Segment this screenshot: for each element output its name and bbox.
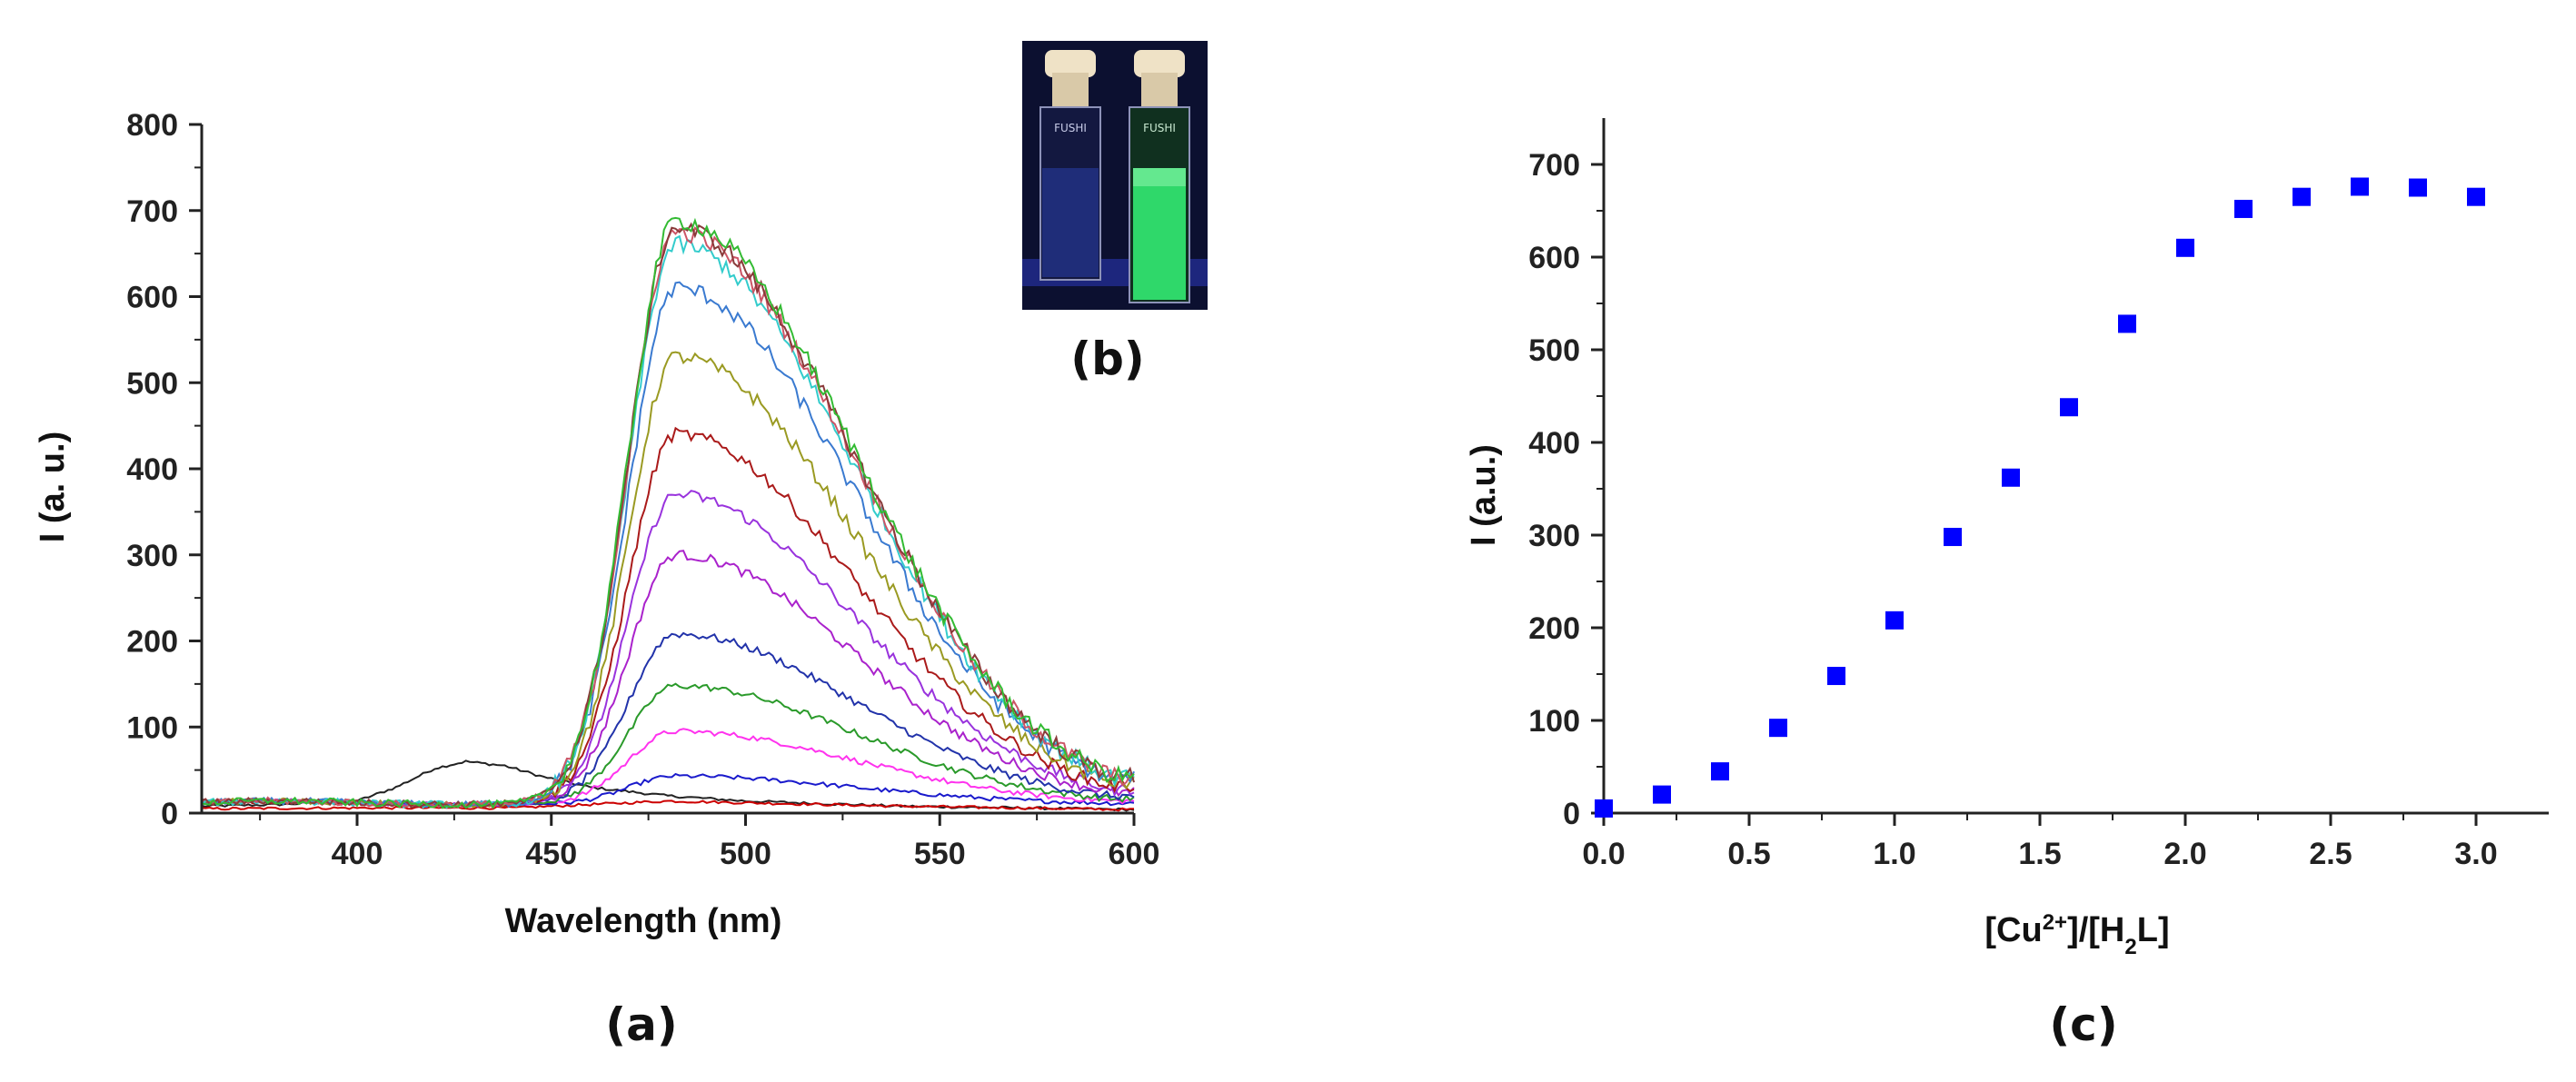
titration-point <box>2234 199 2253 218</box>
spectra-y-tick-label: 100 <box>126 710 178 745</box>
cuvette-photo: FUSHI FUSHI <box>1022 41 1208 310</box>
spectra-x-axis-title: Wavelength (nm) <box>505 902 782 940</box>
spectrum-line-12 <box>201 234 1135 809</box>
spectra-x-tick-label: 550 <box>914 837 966 871</box>
titration-point <box>2467 187 2485 206</box>
spectrum-line-13 <box>201 226 1135 809</box>
titration-x-axis-title: [Cu2+]/[H2L] <box>1984 910 2169 959</box>
spectra-axes <box>189 123 1136 826</box>
spectra-y-tick-label: 700 <box>126 194 178 229</box>
panel-label-a: (a) <box>605 998 677 1051</box>
panel-label-c: (c) <box>2049 998 2117 1051</box>
titration-x-tick-label: 0.0 <box>1582 837 1625 871</box>
spectra-x-tick-label: 500 <box>720 837 771 871</box>
spectrum-line-7 <box>201 550 1135 808</box>
titration-y-tick-label: 500 <box>1528 333 1580 368</box>
titration-point <box>1595 799 1613 818</box>
spectrum-line-10 <box>201 351 1135 809</box>
titration-y-tick-label: 700 <box>1528 148 1580 183</box>
spectra-y-tick-label: 0 <box>161 797 178 831</box>
titration-x-tick-label: 0.5 <box>1727 837 1770 871</box>
spectrum-line-6 <box>201 631 1135 808</box>
spectra-y-tick-label: 600 <box>126 281 178 315</box>
spectra-tick-labels: 400 450 500 550 600 0 100 200 300 400 500 600 700 800 <box>126 108 1159 871</box>
spectra-x-tick-label: 600 <box>1109 837 1160 871</box>
spectrum-line-2 <box>201 799 1134 812</box>
spectrum-line-14 <box>201 222 1135 809</box>
titration-point <box>2351 177 2369 196</box>
titration-point <box>1885 610 1904 630</box>
titration-x-tick-label: 2.5 <box>2309 837 2352 871</box>
emission-spectra-chart: 400 450 500 550 600 0 100 200 300 400 500 600 700 800… <box>34 108 1159 940</box>
spectrum-line-8 <box>201 490 1135 808</box>
titration-y-tick-label: 200 <box>1528 611 1580 646</box>
titration-x-tick-label: 2.0 <box>2163 837 2206 871</box>
titration-point <box>1653 785 1671 804</box>
titration-points <box>1595 177 2485 818</box>
spectra-y-tick-label: 500 <box>126 366 178 401</box>
titration-x-tick-label: 1.5 <box>2018 837 2061 871</box>
spectra-x-tick-label: 450 <box>525 837 577 871</box>
titration-point <box>1827 667 1845 686</box>
spectra-y-axis-title: I (a. u.) <box>34 432 72 542</box>
cuvette-fluorescent: FUSHI <box>1129 50 1190 303</box>
spectra-y-tick-label: 200 <box>126 625 178 660</box>
titration-point <box>1769 719 1787 738</box>
titration-y-tick-label: 0 <box>1563 797 1580 831</box>
panel-label-b: (b) <box>1070 333 1145 385</box>
spectra-y-tick-label: 300 <box>126 539 178 573</box>
emission-series-group <box>201 216 1135 812</box>
titration-point <box>1944 528 1962 547</box>
titration-tick-labels: 0.0 0.5 1.0 1.5 2.0 2.5 3.0 0 100 200 300 400 500 600… <box>1528 148 2497 871</box>
titration-point <box>2409 178 2427 197</box>
titration-x-tick-label: 1.0 <box>1873 837 1915 871</box>
spectra-y-tick-label: 400 <box>126 452 178 487</box>
titration-point <box>1711 762 1729 781</box>
titration-point <box>2293 187 2311 206</box>
svg-text:FUSHI: FUSHI <box>1143 122 1176 134</box>
titration-axes <box>1591 118 2549 826</box>
titration-y-tick-label: 400 <box>1528 426 1580 461</box>
cuvette-blank: FUSHI <box>1039 50 1101 281</box>
titration-point <box>2002 468 2020 487</box>
spectra-x-tick-label: 400 <box>332 837 383 871</box>
spectrum-line-9 <box>201 426 1135 809</box>
titration-point <box>2060 398 2078 417</box>
titration-y-axis-title: I (a.u.) <box>1465 444 1503 546</box>
titration-point <box>2118 314 2136 333</box>
titration-y-tick-label: 300 <box>1528 519 1580 553</box>
titration-y-tick-label: 100 <box>1528 704 1580 739</box>
spectrum-line-15 <box>201 216 1135 809</box>
svg-text:FUSHI: FUSHI <box>1054 122 1087 134</box>
titration-chart: 0.0 0.5 1.0 1.5 2.0 2.5 3.0 0 100 200 300 400 500 600… <box>1465 118 2549 959</box>
titration-x-tick-label: 3.0 <box>2454 837 2497 871</box>
spectra-y-tick-label: 800 <box>126 108 178 143</box>
titration-y-tick-label: 600 <box>1528 241 1580 275</box>
titration-point <box>2176 238 2194 257</box>
